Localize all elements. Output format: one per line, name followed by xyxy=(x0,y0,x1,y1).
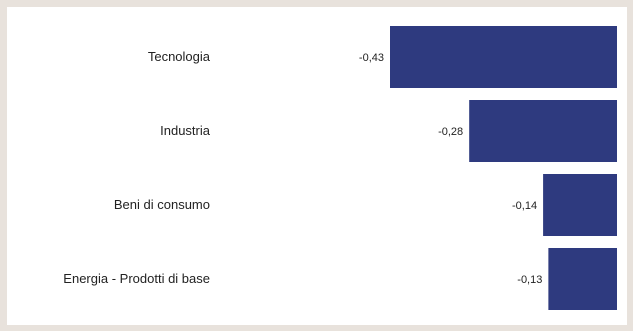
bar xyxy=(548,248,617,310)
category-labels: Tecnologia Industria Beni di consumo Energi… xyxy=(63,49,210,286)
category-label: Industria xyxy=(160,123,211,138)
bar xyxy=(390,26,617,88)
value-label: -0,14 xyxy=(512,200,537,212)
value-label: -0,28 xyxy=(438,126,463,138)
bars xyxy=(390,26,617,310)
value-labels: -0,43 -0,28 -0,14 -0,13 xyxy=(359,52,542,286)
bar xyxy=(543,174,617,236)
category-label: Tecnologia xyxy=(148,49,211,64)
value-label: -0,13 xyxy=(517,274,542,286)
category-label: Beni di consumo xyxy=(114,197,210,212)
value-label: -0,43 xyxy=(359,52,384,64)
category-label: Energia - Prodotti di base xyxy=(63,271,210,286)
bar xyxy=(469,100,617,162)
